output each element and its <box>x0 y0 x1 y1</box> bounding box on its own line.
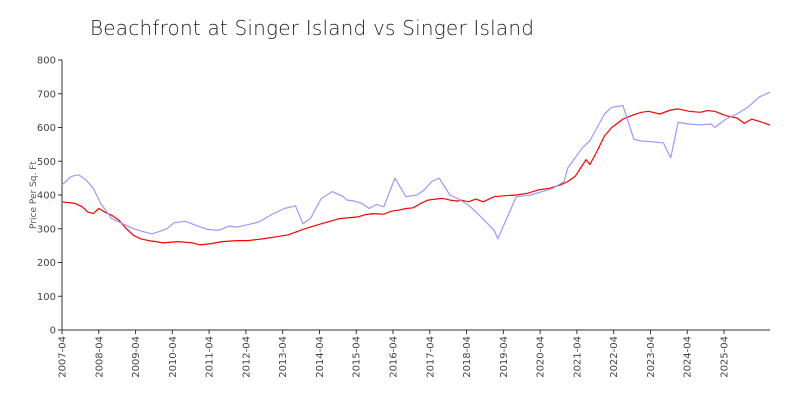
x-tick-label: 2020-04 <box>536 336 547 378</box>
plot-area <box>61 91 771 246</box>
y-tick-label: 200 <box>37 258 56 269</box>
x-tick-label: 2021-04 <box>572 336 583 378</box>
x-axis: 2007-04 2008-04 2009-04 2010-04 2011-04 2012-… <box>58 329 770 378</box>
x-tick-label: 2024-04 <box>683 336 694 378</box>
x-tick-label: 2010-04 <box>168 336 179 378</box>
series-line-2 <box>61 91 771 240</box>
x-tick-label: 2009-04 <box>131 336 142 378</box>
x-tick-label: 2011-04 <box>205 336 216 378</box>
x-tick-label: 2023-04 <box>646 336 657 378</box>
x-tick-label: 2008-04 <box>94 336 105 378</box>
y-tick-label: 100 <box>37 292 56 303</box>
x-tick-label: 2007-04 <box>58 336 69 378</box>
x-tick-label: 2016-04 <box>389 336 400 378</box>
x-tick-label: 2019-04 <box>499 336 510 378</box>
y-axis-label: Price Per Sq. Ft <box>29 161 39 229</box>
y-tick-label: 300 <box>37 224 56 235</box>
x-tick-label: 2014-04 <box>315 336 326 378</box>
x-tick-label: 2022-04 <box>609 336 620 378</box>
series-line-1 <box>61 108 771 246</box>
y-tick-label: 800 <box>37 56 56 67</box>
x-tick-label: 2018-04 <box>462 336 473 378</box>
y-axis: 0 100 200 300 400 500 600 700 800 <box>37 56 63 337</box>
y-tick-label: 700 <box>37 89 56 100</box>
y-tick-label: 400 <box>37 191 56 202</box>
x-tick-label: 2017-04 <box>425 336 436 378</box>
y-tick-label: 600 <box>37 123 56 134</box>
x-tick-label: 2012-04 <box>241 336 252 378</box>
y-tick-label: 0 <box>50 326 56 337</box>
x-tick-label: 2015-04 <box>352 336 363 378</box>
x-tick-label: 2025-04 <box>720 336 731 378</box>
y-tick-label: 500 <box>37 157 56 168</box>
chart-title: Beachfront at Singer Island vs Singer Is… <box>90 16 535 40</box>
x-tick-label: 2013-04 <box>278 336 289 378</box>
